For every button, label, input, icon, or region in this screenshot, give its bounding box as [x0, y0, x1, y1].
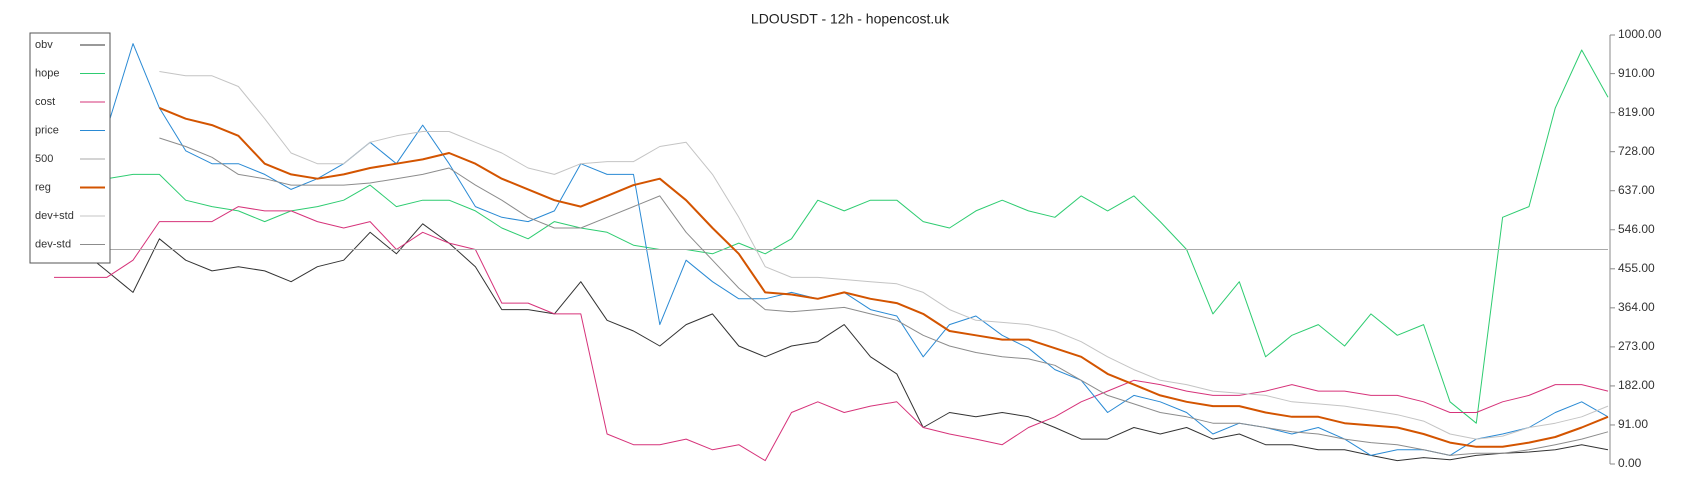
y-tick-label: 273.00 — [1618, 339, 1655, 353]
legend-label: 500 — [35, 153, 53, 165]
y-tick-label: 91.00 — [1618, 417, 1648, 431]
series-line — [159, 106, 1609, 448]
legend-label: hope — [35, 67, 59, 79]
series-line — [54, 206, 1609, 462]
legend-label: cost — [35, 96, 55, 108]
y-tick-label: 364.00 — [1618, 300, 1655, 314]
legend-label: dev+std — [35, 210, 74, 222]
legend-label: obv — [35, 39, 53, 51]
chart-title: LDOUSDT - 12h - hopencost.uk — [751, 11, 950, 27]
y-tick-label: 819.00 — [1618, 105, 1655, 119]
legend-label: reg — [35, 181, 51, 193]
y-tick-label: 637.00 — [1618, 183, 1655, 197]
series-line — [54, 49, 1609, 424]
y-tick-label: 910.00 — [1618, 66, 1655, 80]
y-tick-label: 182.00 — [1618, 378, 1655, 392]
y-tick-label: 455.00 — [1618, 261, 1655, 275]
y-tick-label: 546.00 — [1618, 222, 1655, 236]
legend-label: price — [35, 124, 59, 136]
series-line — [159, 137, 1609, 456]
legend-box — [29, 32, 111, 264]
series-line — [53, 223, 1609, 462]
y-tick-label: 728.00 — [1618, 144, 1655, 158]
legend-label: dev-std — [35, 238, 71, 250]
y-tick-label: 0.00 — [1618, 456, 1642, 470]
legend: obv hope cost price 500 reg dev+std dev-std — [29, 32, 111, 264]
series-line — [159, 71, 1609, 440]
y-tick-label: 1000.00 — [1618, 27, 1662, 41]
